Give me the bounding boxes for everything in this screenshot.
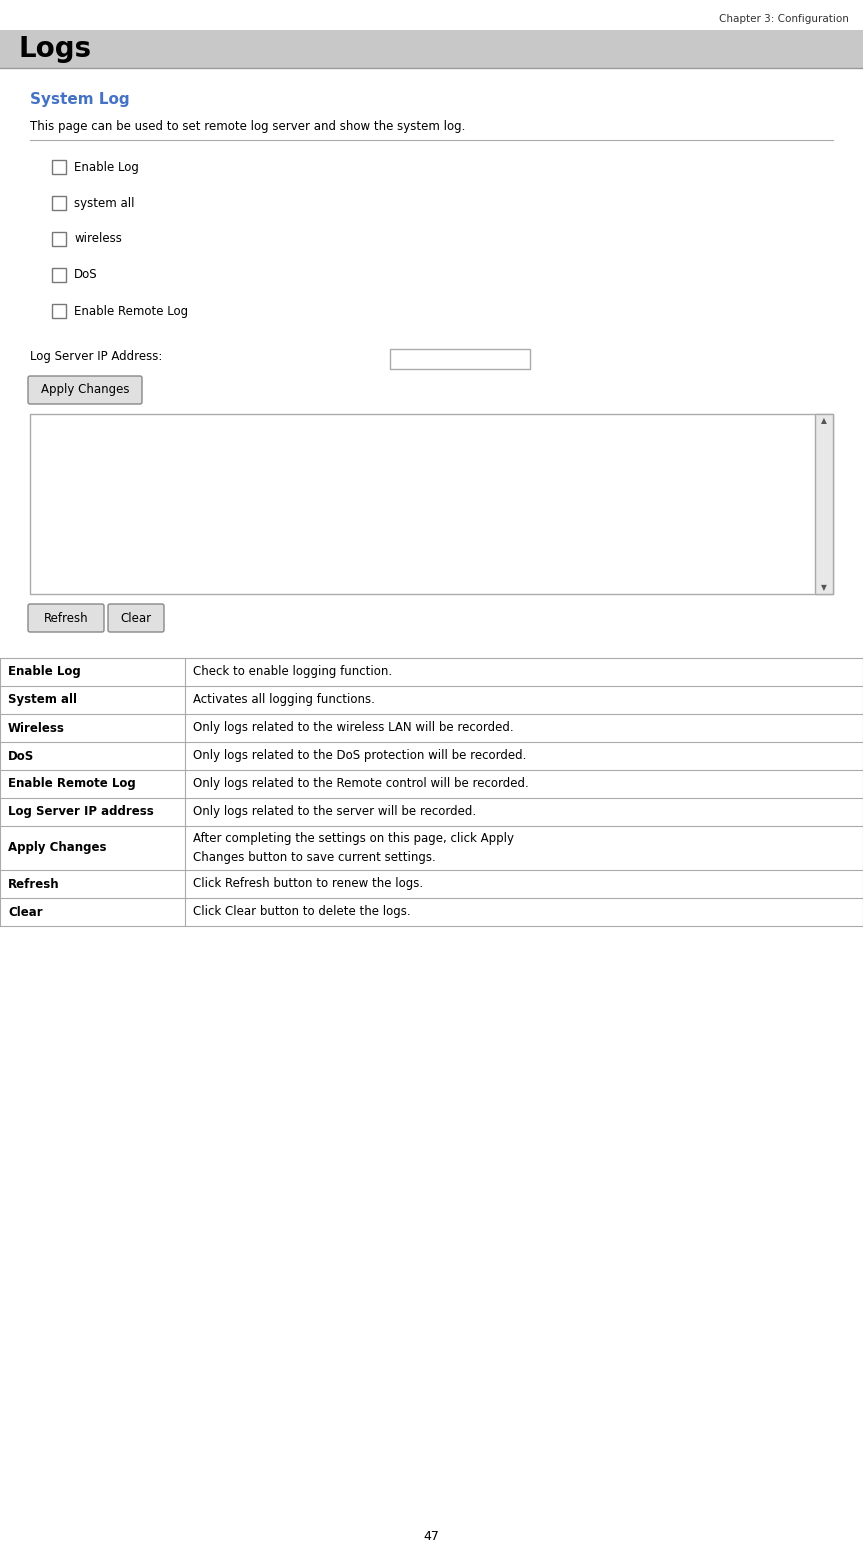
Text: Clear: Clear <box>121 611 152 625</box>
FancyBboxPatch shape <box>108 603 164 631</box>
Text: Clear: Clear <box>8 905 42 919</box>
Text: Check to enable logging function.: Check to enable logging function. <box>193 666 392 678</box>
Text: Log Server IP Address:: Log Server IP Address: <box>30 350 162 362</box>
Text: Enable Remote Log: Enable Remote Log <box>74 305 188 317</box>
Bar <box>0 770 863 798</box>
Text: After completing the settings on this page, click Apply: After completing the settings on this pa… <box>193 832 514 844</box>
Text: Chapter 3: Configuration: Chapter 3: Configuration <box>719 14 849 23</box>
Text: Logs: Logs <box>18 36 91 64</box>
Bar <box>0 826 863 869</box>
Text: 47: 47 <box>424 1530 439 1544</box>
Text: system all: system all <box>74 196 135 210</box>
Text: ▲: ▲ <box>821 417 827 425</box>
Text: Only logs related to the wireless LAN will be recorded.: Only logs related to the wireless LAN wi… <box>193 722 513 734</box>
Text: Enable Log: Enable Log <box>74 160 139 174</box>
Bar <box>52 232 66 246</box>
Text: wireless: wireless <box>74 233 122 246</box>
Text: Click Clear button to delete the logs.: Click Clear button to delete the logs. <box>193 905 411 919</box>
Text: Refresh: Refresh <box>44 611 88 625</box>
Bar <box>0 714 863 742</box>
Text: Changes button to save current settings.: Changes button to save current settings. <box>193 851 436 865</box>
Text: Activates all logging functions.: Activates all logging functions. <box>193 694 375 706</box>
Text: System Log: System Log <box>30 92 129 107</box>
Text: This page can be used to set remote log server and show the system log.: This page can be used to set remote log … <box>30 120 465 134</box>
Text: Only logs related to the server will be recorded.: Only logs related to the server will be … <box>193 805 476 818</box>
FancyBboxPatch shape <box>28 603 104 631</box>
FancyBboxPatch shape <box>28 376 142 404</box>
Bar <box>52 196 66 210</box>
Bar <box>0 658 863 686</box>
Bar <box>390 348 530 369</box>
Bar <box>0 798 863 826</box>
Text: System all: System all <box>8 694 77 706</box>
Text: Enable Remote Log: Enable Remote Log <box>8 778 135 790</box>
Text: Apply Changes: Apply Changes <box>41 384 129 397</box>
Bar <box>0 869 863 897</box>
Text: ▼: ▼ <box>821 583 827 592</box>
Text: Refresh: Refresh <box>8 877 60 891</box>
Bar <box>0 30 863 68</box>
Text: Apply Changes: Apply Changes <box>8 841 106 855</box>
Text: Only logs related to the DoS protection will be recorded.: Only logs related to the DoS protection … <box>193 750 526 762</box>
Bar <box>0 686 863 714</box>
Bar <box>30 414 833 594</box>
Text: Click Refresh button to renew the logs.: Click Refresh button to renew the logs. <box>193 877 423 891</box>
Bar <box>52 303 66 319</box>
Bar <box>815 414 833 594</box>
Text: Enable Log: Enable Log <box>8 666 81 678</box>
Bar <box>52 160 66 174</box>
Text: Wireless: Wireless <box>8 722 65 734</box>
Bar <box>0 742 863 770</box>
Bar <box>0 897 863 925</box>
Text: Only logs related to the Remote control will be recorded.: Only logs related to the Remote control … <box>193 778 529 790</box>
Text: Log Server IP address: Log Server IP address <box>8 805 154 818</box>
Text: DoS: DoS <box>74 269 98 281</box>
Text: DoS: DoS <box>8 750 35 762</box>
Bar <box>52 267 66 281</box>
